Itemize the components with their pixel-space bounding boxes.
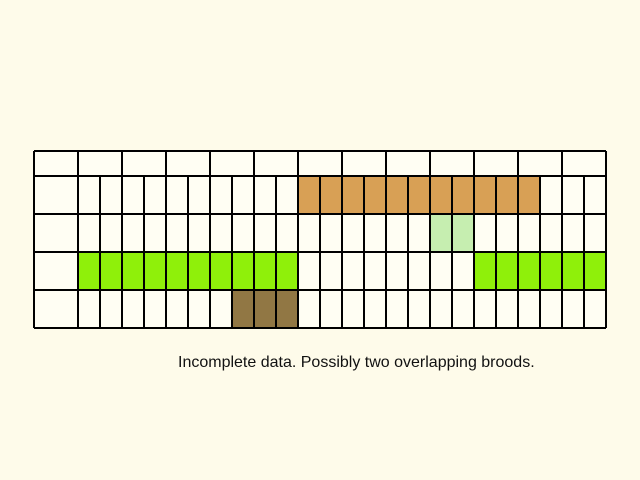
stage-cell-larva xyxy=(78,252,100,290)
stage-cell-larva xyxy=(562,252,584,290)
stage-cell-imago xyxy=(342,176,364,214)
stage-cell-imago xyxy=(298,176,320,214)
stage-cell-imago xyxy=(364,176,386,214)
stage-cell-larva xyxy=(584,252,606,290)
stage-cell-pupa xyxy=(276,290,298,328)
stage-cell-imago xyxy=(474,176,496,214)
stage-cell-larva xyxy=(144,252,166,290)
stage-cell-larva xyxy=(254,252,276,290)
stage-cell-imago xyxy=(496,176,518,214)
stage-cell-larva xyxy=(210,252,232,290)
stage-cell-imago xyxy=(408,176,430,214)
stage-cell-imago xyxy=(386,176,408,214)
stage-cell-larva xyxy=(518,252,540,290)
stage-cell-larva xyxy=(276,252,298,290)
stage-cell-imago xyxy=(452,176,474,214)
stage-cell-larva xyxy=(232,252,254,290)
stage-cell-larva xyxy=(122,252,144,290)
note-text: Incomplete data. Possibly two overlappin… xyxy=(178,354,535,371)
grid-lines xyxy=(33,150,607,329)
stage-cell-imago xyxy=(320,176,342,214)
stage-cell-larva xyxy=(540,252,562,290)
stage-cell-imago xyxy=(430,176,452,214)
stage-cell-ova xyxy=(452,214,474,252)
stage-cell-larva xyxy=(166,252,188,290)
stage-cell-imago xyxy=(518,176,540,214)
stage-cell-ova xyxy=(430,214,452,252)
stage-cell-larva xyxy=(100,252,122,290)
stage-cell-pupa xyxy=(232,290,254,328)
stage-cell-larva xyxy=(188,252,210,290)
stage-cell-larva xyxy=(474,252,496,290)
stage-cell-larva xyxy=(496,252,518,290)
stage-cell-pupa xyxy=(254,290,276,328)
